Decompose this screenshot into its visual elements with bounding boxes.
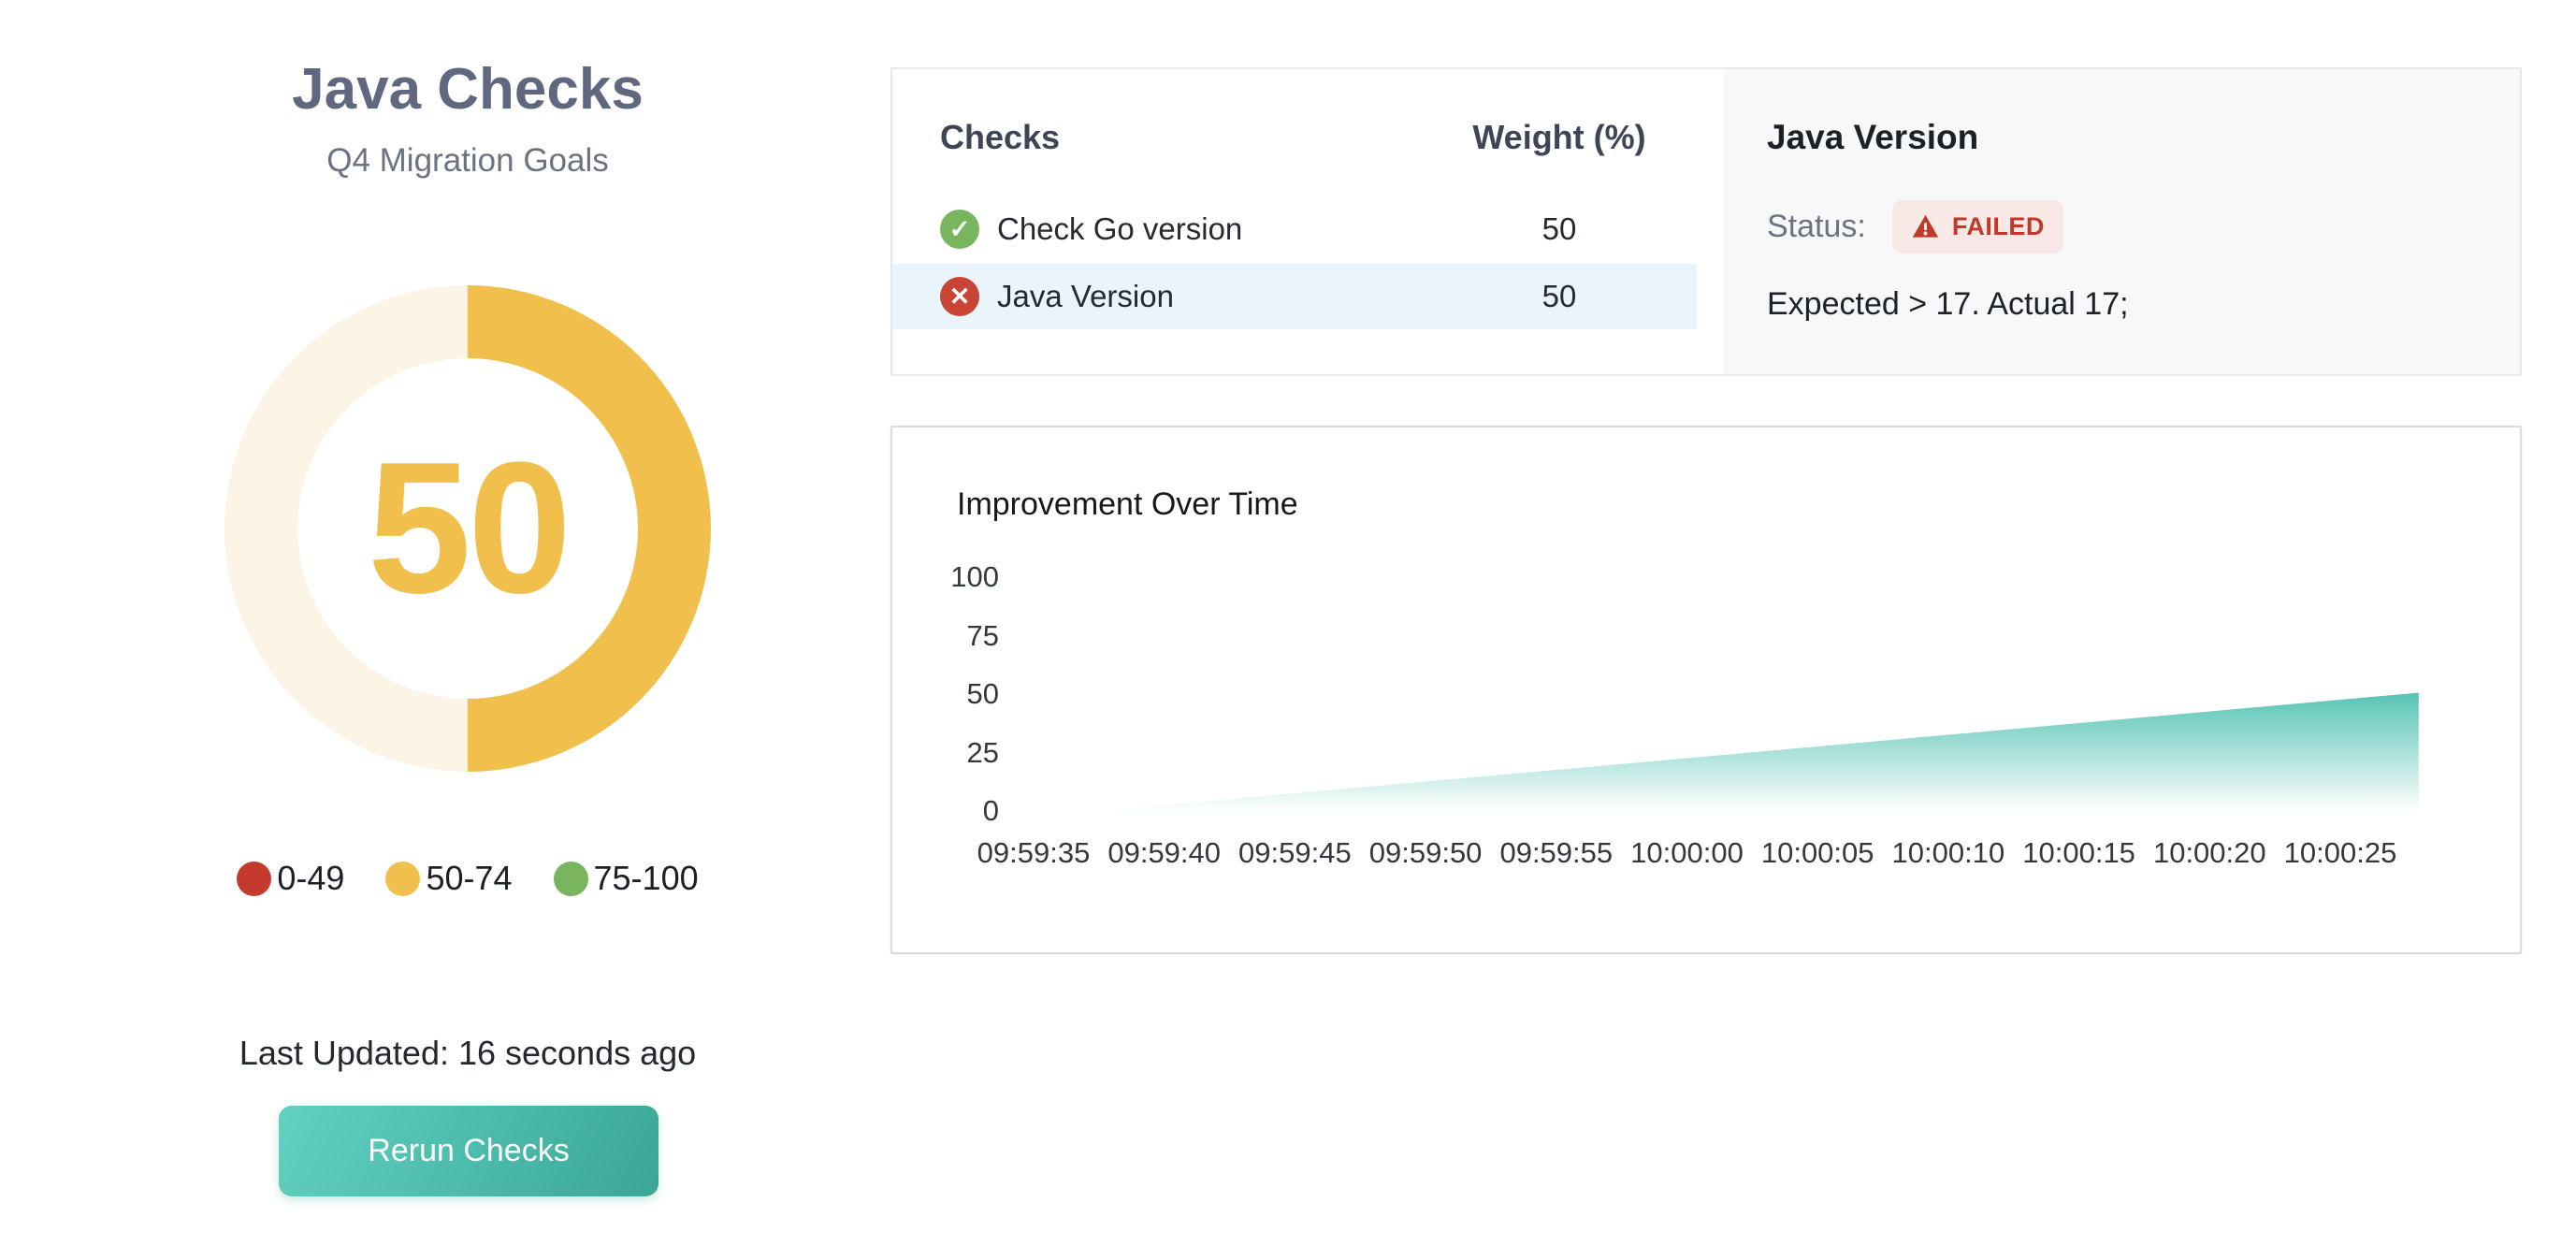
improvement-area-chart xyxy=(1085,692,2419,812)
page-title: Java Checks xyxy=(292,57,644,122)
y-tick-label: 100 xyxy=(950,560,999,593)
status-badge-text: FAILED xyxy=(1951,212,2045,240)
x-tick-label: 10:00:10 xyxy=(1891,836,2005,869)
checks-column-header: Checks xyxy=(940,118,1061,156)
x-tick-label: 10:00:15 xyxy=(2022,836,2135,869)
detail-title: Java Version xyxy=(1767,118,1979,156)
x-tick-label: 09:59:55 xyxy=(1499,836,1614,869)
status-row: Status: FAILED xyxy=(1767,200,2063,254)
x-tick-label: 09:59:40 xyxy=(1107,836,1222,869)
legend-dot-green-icon xyxy=(553,861,588,896)
summary-panel: Java Checks Q4 Migration Goals 50 0-49 5… xyxy=(0,0,935,1246)
score-gauge-hole: 50 xyxy=(297,358,638,699)
chart-title: Improvement Over Time xyxy=(957,486,1298,522)
check-detail-panel: Java Version Status: FAILED Expected > 1… xyxy=(1724,69,2520,374)
x-tick-label: 10:00:25 xyxy=(2283,836,2397,869)
weight-column-header: Weight (%) xyxy=(1472,118,1646,156)
check-weight: 50 xyxy=(1541,279,1577,313)
x-tick-label: 09:59:50 xyxy=(1368,836,1483,869)
improvement-chart-panel: Improvement Over Time 100 75 50 25 0 09:59:3… xyxy=(890,426,2522,954)
x-tick-label: 10:00:00 xyxy=(1630,836,1744,869)
legend-label: 50-74 xyxy=(426,859,513,897)
legend-label: 0-49 xyxy=(277,859,345,897)
detail-message: Expected > 17. Actual 17; xyxy=(1767,286,2129,322)
score-gauge: 50 xyxy=(224,285,711,772)
check-circle-icon: ✓ xyxy=(940,210,979,249)
improvement-area-series xyxy=(1085,692,2419,812)
warning-triangle-icon xyxy=(1912,214,1939,238)
status-label: Status: xyxy=(1767,209,1866,244)
check-name: Check Go version xyxy=(997,211,1243,246)
table-row-java-version[interactable]: ✕ Java Version 50 xyxy=(892,264,1697,329)
x-tick-label: 09:59:35 xyxy=(977,836,1091,869)
y-tick-label: 50 xyxy=(966,677,999,710)
last-updated-text: Last Updated: 16 seconds ago xyxy=(239,1034,697,1072)
legend-dot-red-icon xyxy=(237,861,272,896)
table-row-check-go-version[interactable]: ✓ Check Go version 50 xyxy=(892,196,1697,262)
x-circle-icon: ✕ xyxy=(940,277,979,316)
status-badge: FAILED xyxy=(1891,200,2063,254)
score-legend: 0-49 50-74 75-100 xyxy=(0,859,935,898)
legend-dot-yellow-icon xyxy=(385,861,421,896)
page-subtitle: Q4 Migration Goals xyxy=(326,142,609,179)
legend-item-mid: 50-74 xyxy=(385,859,513,898)
rerun-checks-button[interactable]: Rerun Checks xyxy=(279,1106,658,1196)
y-tick-label: 25 xyxy=(966,735,999,769)
check-name: Java Version xyxy=(997,279,1174,313)
y-tick-label: 75 xyxy=(966,618,999,652)
x-tick-label: 10:00:05 xyxy=(1760,836,1874,869)
legend-item-high: 75-100 xyxy=(553,859,699,898)
legend-item-low: 0-49 xyxy=(237,859,344,898)
check-weight: 50 xyxy=(1541,211,1577,246)
legend-label: 75-100 xyxy=(593,859,699,897)
x-tick-label: 10:00:20 xyxy=(2152,836,2266,869)
x-tick-label: 09:59:45 xyxy=(1238,836,1352,869)
y-tick-label: 0 xyxy=(982,794,999,827)
checks-panel: Checks Weight (%) ✓ Check Go version 50 … xyxy=(890,67,2522,376)
score-value: 50 xyxy=(367,424,572,632)
